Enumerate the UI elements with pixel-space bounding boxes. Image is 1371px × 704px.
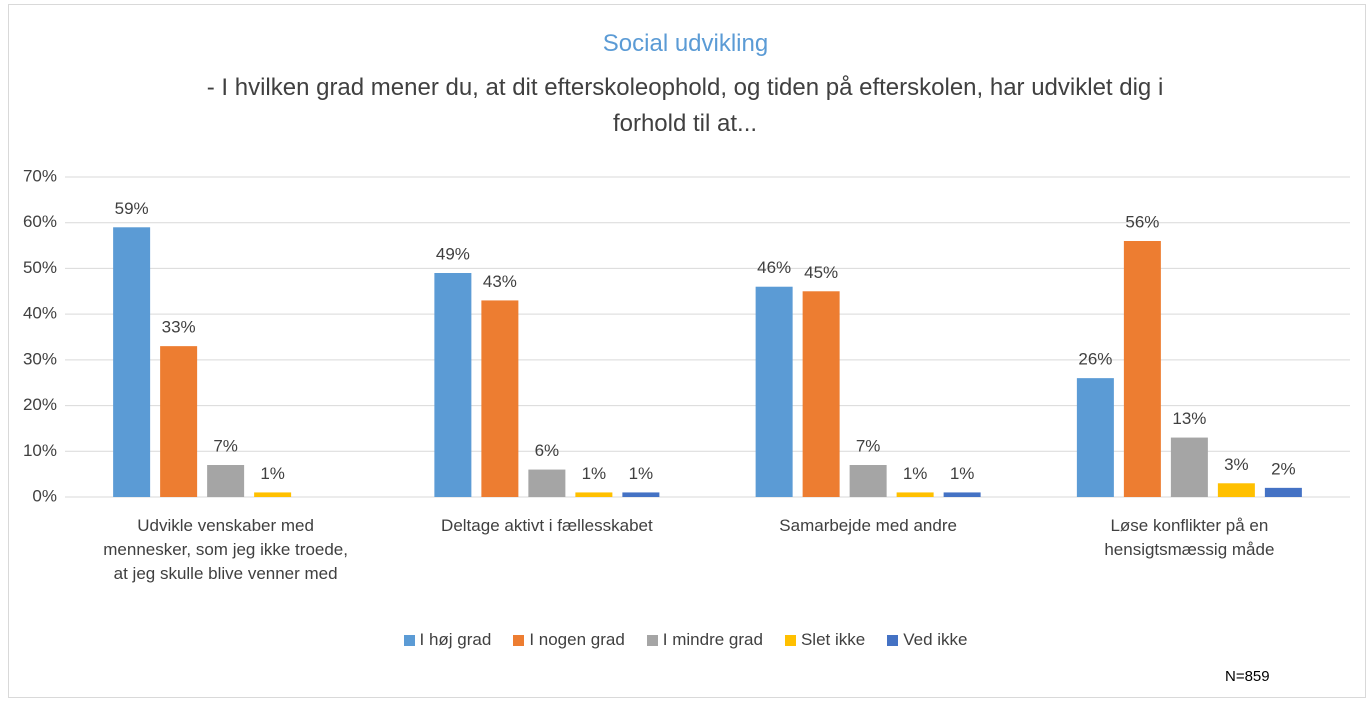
legend-swatch [887, 634, 899, 646]
bar [481, 300, 519, 497]
y-tick-label: 50% [23, 258, 57, 277]
data-label: 13% [1172, 409, 1206, 428]
legend-label: I mindre grad [662, 630, 763, 649]
bar [1170, 437, 1208, 497]
bar [1264, 487, 1302, 497]
chart-subtitle: - I hvilken grad mener du, at dit efters… [206, 74, 1164, 137]
legend-item: I mindre grad [646, 630, 763, 650]
bar [622, 492, 660, 497]
data-label: 59% [115, 199, 149, 218]
data-label: 2% [1271, 459, 1296, 478]
bar [575, 492, 613, 497]
legend-swatch [513, 634, 525, 646]
data-label: 7% [856, 436, 881, 455]
legend-item: Slet ikke [784, 630, 866, 650]
legend-swatch [403, 634, 415, 646]
legend-item: I høj grad [403, 630, 492, 650]
legend-swatch [784, 634, 796, 646]
y-tick-label: 70% [23, 166, 57, 185]
bar [528, 469, 566, 497]
data-label: 7% [213, 436, 238, 455]
bar [113, 227, 151, 498]
data-label: 1% [582, 464, 607, 483]
legend-label: Slet ikke [800, 630, 866, 649]
data-label: 6% [535, 441, 560, 460]
x-tick-label: Udvikle venskaber med mennesker, som jeg… [103, 516, 348, 583]
bar [254, 492, 292, 497]
y-tick-label: 10% [23, 441, 57, 460]
annotation: N=859 [1225, 668, 1270, 685]
bar [802, 291, 840, 497]
legend-label: Ved ikke [903, 630, 968, 649]
y-tick-label: 60% [23, 212, 57, 231]
legend-label: I nogen grad [529, 630, 625, 649]
bar [755, 286, 793, 497]
data-label: 26% [1078, 350, 1112, 369]
bar [943, 492, 981, 497]
x-tick-label: Løse konflikter på en hensigtsmæssig måd… [1104, 516, 1275, 559]
bar [434, 273, 472, 497]
legend-swatch [646, 634, 658, 646]
y-tick-label: 30% [23, 349, 57, 368]
data-label: 56% [1125, 212, 1159, 231]
data-label: 33% [162, 318, 196, 337]
bar [160, 346, 198, 497]
y-tick-label: 0% [32, 486, 57, 505]
bar [1076, 378, 1114, 497]
y-tick-label: 40% [23, 304, 57, 323]
bar [1123, 241, 1161, 497]
bar [207, 465, 245, 497]
legend-label: I høj grad [419, 630, 492, 649]
x-tick-label: Deltage aktivt i fællesskabet [441, 516, 653, 535]
data-label: 1% [903, 464, 928, 483]
bar [849, 465, 887, 497]
data-label: 45% [804, 263, 838, 282]
data-label: 1% [950, 464, 975, 483]
bar [1217, 483, 1255, 497]
chart-title: Social udvikling [602, 30, 769, 57]
data-label: 43% [483, 272, 517, 291]
data-label: 49% [436, 244, 470, 263]
legend-item: I nogen grad [513, 630, 625, 650]
data-label: 3% [1224, 455, 1249, 474]
bar [896, 492, 934, 497]
x-tick-label: Samarbejde med andre [779, 516, 957, 535]
legend: I høj grad I nogen grad I mindre grad Slet … [0, 630, 1371, 650]
legend-item: Ved ikke [887, 630, 967, 650]
chart-frame [8, 4, 1366, 698]
data-label: 1% [629, 464, 654, 483]
data-label: 46% [757, 258, 791, 277]
y-tick-label: 20% [23, 395, 57, 414]
data-label: 1% [260, 464, 285, 483]
